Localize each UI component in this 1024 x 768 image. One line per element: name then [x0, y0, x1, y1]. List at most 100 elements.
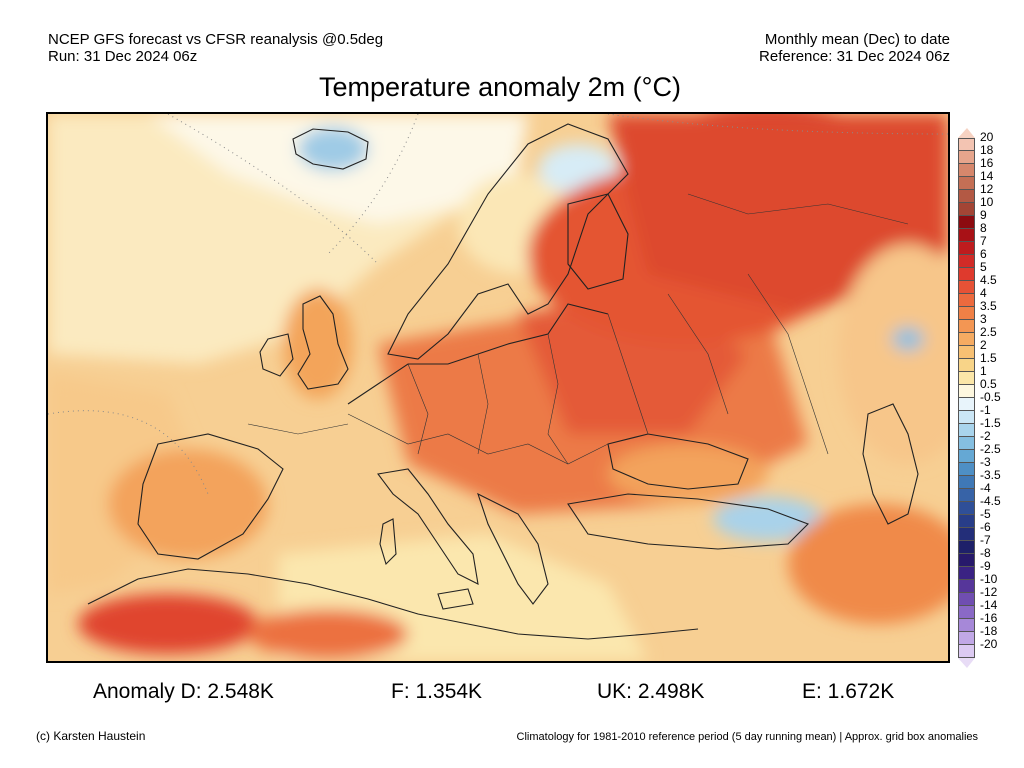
legend-label: -12 — [980, 585, 998, 599]
legend-label: 0.5 — [980, 377, 997, 391]
legend-swatch — [958, 606, 975, 619]
legend-min-triangle — [958, 658, 975, 668]
legend-label: 4.5 — [980, 273, 997, 287]
legend-swatch — [958, 632, 975, 645]
legend-label: 1 — [980, 364, 987, 378]
legend-label: -8 — [980, 546, 991, 560]
legend-swatch — [958, 515, 975, 528]
legend-swatch — [958, 281, 975, 294]
legend-label: -20 — [980, 637, 998, 651]
legend-label: -4 — [980, 481, 991, 495]
legend-swatch — [958, 580, 975, 593]
header-right: Monthly mean (Dec) to date Reference: 31… — [759, 31, 950, 65]
map-title: Temperature anomaly 2m (°C) — [319, 72, 681, 102]
reference-line: Reference: 31 Dec 2024 06z — [759, 48, 950, 65]
credit: (c) Karsten Haustein — [36, 729, 146, 743]
legend-label: -3.5 — [980, 468, 1001, 482]
legend-label: 5 — [980, 260, 987, 274]
legend-swatch — [958, 151, 975, 164]
coastlines — [87, 123, 919, 640]
legend-label: -4.5 — [980, 494, 1001, 508]
legend-label: -9 — [980, 559, 991, 573]
legend-swatch — [958, 268, 975, 281]
legend-swatch — [958, 463, 975, 476]
legend-label: -2.5 — [980, 442, 1001, 456]
legend-label: 16 — [980, 156, 994, 170]
run-line: Run: 31 Dec 2024 06z — [48, 48, 198, 65]
legend-swatch — [958, 177, 975, 190]
legend-swatch — [958, 333, 975, 346]
legend-label: 9 — [980, 208, 987, 222]
legend-swatch — [958, 164, 975, 177]
anomaly-map — [46, 112, 950, 663]
legend-label: 6 — [980, 247, 987, 261]
legend-label: 7 — [980, 234, 987, 248]
legend-swatch — [958, 385, 975, 398]
legend-label: -1.5 — [980, 416, 1001, 430]
legend-label: 8 — [980, 221, 987, 235]
legend-label: 10 — [980, 195, 994, 209]
legend-swatch — [958, 528, 975, 541]
legend-label: 14 — [980, 169, 994, 183]
legend-label: -6 — [980, 520, 991, 534]
legend-swatch — [958, 372, 975, 385]
legend-label: -14 — [980, 598, 998, 612]
anomaly-field — [48, 114, 948, 661]
legend-swatch — [958, 138, 975, 151]
borders — [247, 193, 909, 465]
legend-label: 3 — [980, 312, 987, 326]
legend-swatch — [958, 346, 975, 359]
legend-label: -2 — [980, 429, 991, 443]
legend-swatch — [958, 645, 975, 658]
graticule — [48, 114, 948, 495]
legend-swatch — [958, 307, 975, 320]
map-canvas — [48, 114, 948, 661]
legend-swatch — [958, 502, 975, 515]
legend-max-triangle — [958, 128, 975, 138]
legend-swatch — [958, 229, 975, 242]
legend-swatch — [958, 294, 975, 307]
legend-swatch — [958, 320, 975, 333]
legend-label: 12 — [980, 182, 994, 196]
legend-label: 20 — [980, 130, 994, 144]
stat-spain: E: 1.672K — [802, 680, 895, 703]
legend-swatch — [958, 437, 975, 450]
legend-swatch — [958, 593, 975, 606]
legend-swatch — [958, 554, 975, 567]
legend-swatch — [958, 450, 975, 463]
legend-swatch — [958, 242, 975, 255]
legend-swatch — [958, 476, 975, 489]
climatology-note: Climatology for 1981-2010 reference peri… — [516, 731, 978, 743]
legend-swatch — [958, 411, 975, 424]
stat-germany: Anomaly D: 2.548K — [93, 680, 274, 703]
legend-label: -1 — [980, 403, 991, 417]
legend-label: 1.5 — [980, 351, 997, 365]
legend-swatch — [958, 489, 975, 502]
source-line: NCEP GFS forecast vs CFSR reanalysis @0.… — [48, 31, 384, 48]
legend-swatch — [958, 567, 975, 580]
legend-swatch — [958, 359, 975, 372]
legend-swatch — [958, 541, 975, 554]
legend-label: 4 — [980, 286, 987, 300]
legend-swatch — [958, 190, 975, 203]
legend-label: 2 — [980, 338, 987, 352]
header-left: NCEP GFS forecast vs CFSR reanalysis @0.… — [48, 31, 383, 65]
stat-france: F: 1.354K — [391, 680, 483, 703]
legend-swatch — [958, 203, 975, 216]
legend-swatch — [958, 619, 975, 632]
legend-label: -7 — [980, 533, 991, 547]
legend-label: -3 — [980, 455, 991, 469]
legend-label: 2.5 — [980, 325, 997, 339]
legend-label: -10 — [980, 572, 998, 586]
legend-label: -18 — [980, 624, 998, 638]
legend-label: -16 — [980, 611, 998, 625]
legend-label: 18 — [980, 143, 994, 157]
stat-uk: UK: 2.498K — [597, 680, 705, 703]
legend-label: 3.5 — [980, 299, 997, 313]
legend-swatch — [958, 216, 975, 229]
legend-swatch — [958, 398, 975, 411]
legend-swatch — [958, 424, 975, 437]
period-line: Monthly mean (Dec) to date — [764, 31, 950, 48]
legend-swatch — [958, 255, 975, 268]
legend-label: -5 — [980, 507, 991, 521]
